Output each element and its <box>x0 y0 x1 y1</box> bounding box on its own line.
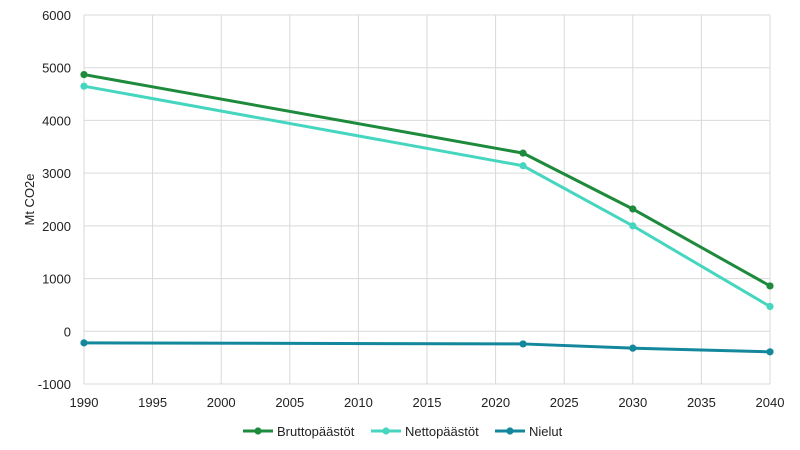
data-point <box>519 162 527 170</box>
data-point <box>766 282 774 290</box>
data-point <box>766 348 774 356</box>
data-point <box>80 70 88 79</box>
x-tick-label: 1990 <box>70 395 99 410</box>
data-point <box>519 340 527 348</box>
legend-item: Nielut <box>495 424 563 439</box>
y-tick-label: 0 <box>64 324 71 339</box>
data-point <box>629 205 637 213</box>
legend-label: Nettopäästöt <box>405 424 479 439</box>
x-tick-label: 2040 <box>756 395 785 410</box>
x-tick-label: 2020 <box>481 395 510 410</box>
y-tick-label: 5000 <box>42 61 71 76</box>
y-tick-label: 4000 <box>42 113 71 128</box>
legend-label: Bruttopäästöt <box>277 424 355 439</box>
data-point <box>80 339 88 347</box>
legend-label: Nielut <box>529 424 563 439</box>
series-3 <box>80 339 774 356</box>
x-axis-ticks: 1990 1995 2000 2005 2010 2015 2020 2025 2030 2035… <box>70 395 785 410</box>
data-point <box>80 82 88 90</box>
legend-swatch-marker <box>254 427 262 435</box>
x-tick-label: 2005 <box>275 395 304 410</box>
legend-item: Nettopäästöt <box>371 424 479 439</box>
x-tick-label: 1995 <box>138 395 167 410</box>
series-group <box>80 70 774 356</box>
series-line <box>82 84 772 309</box>
y-tick-label: 2000 <box>42 219 71 234</box>
data-point <box>629 344 637 352</box>
series-line <box>82 73 772 288</box>
series-1 <box>80 70 774 290</box>
legend-swatch-marker <box>506 427 514 435</box>
data-point <box>519 149 527 157</box>
y-axis-title: Mt CO2e <box>22 173 37 225</box>
y-tick-label: 6000 <box>42 8 71 23</box>
y-axis-ticks: -1000 0 1000 2000 3000 4000 5000 6000 <box>38 8 71 392</box>
y-tick-label: 1000 <box>42 272 71 287</box>
legend: Bruttopäästöt Nettopäästöt Nielut <box>243 424 563 439</box>
x-tick-label: 2015 <box>413 395 442 410</box>
legend-swatch-marker <box>382 427 390 435</box>
series-line <box>82 341 772 354</box>
x-tick-label: 2035 <box>687 395 716 410</box>
y-tick-label: -1000 <box>38 377 71 392</box>
x-tick-label: 2030 <box>618 395 647 410</box>
data-point <box>766 302 774 311</box>
series-2 <box>80 82 774 311</box>
x-tick-label: 2025 <box>550 395 579 410</box>
grid <box>83 14 771 385</box>
y-tick-label: 3000 <box>42 166 71 181</box>
data-point <box>629 222 637 230</box>
legend-item: Bruttopäästöt <box>243 424 355 439</box>
x-tick-label: 2010 <box>344 395 373 410</box>
x-tick-label: 2000 <box>207 395 236 410</box>
